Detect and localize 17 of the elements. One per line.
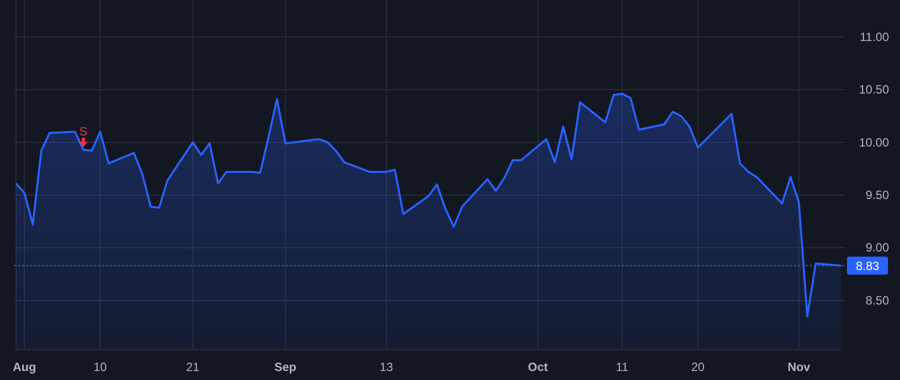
x-tick-label: 10	[94, 360, 108, 374]
x-tick-label: 21	[186, 360, 200, 374]
x-tick-label: 20	[691, 360, 705, 374]
y-tick-label: 10.00	[858, 135, 890, 150]
y-tick-label: 8.50	[866, 293, 890, 308]
y-tick-label: 9.50	[866, 188, 890, 202]
x-tick-label: Aug	[12, 360, 36, 374]
x-tick-label: Nov	[788, 360, 811, 374]
annotation: S	[79, 124, 88, 139]
x-tick-label: 13	[380, 360, 394, 374]
x-tick-label: 11	[616, 360, 629, 374]
x-tick-label: Oct	[528, 360, 548, 374]
x-tick-label: Sep	[274, 360, 296, 374]
y-tick-label: 10.50	[858, 82, 890, 97]
ref-line-label: 8.83	[856, 259, 880, 274]
y-tick-label: 11.00	[860, 30, 890, 44]
y-tick-label: 9.00	[866, 240, 890, 255]
